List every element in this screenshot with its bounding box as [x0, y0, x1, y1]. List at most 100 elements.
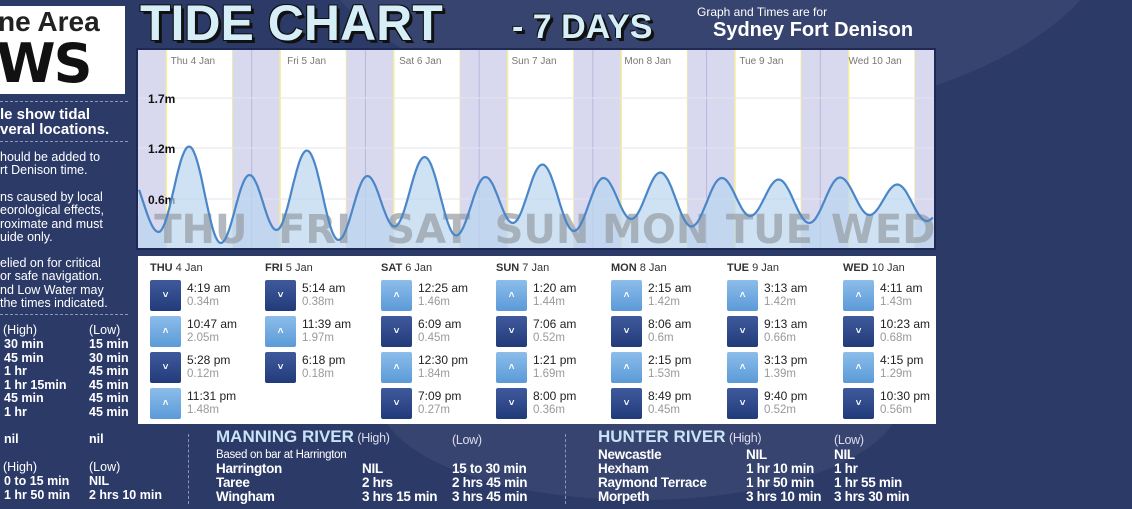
- chevron-down-icon: ˅: [843, 388, 874, 419]
- tide-time: 11:39 am: [302, 317, 352, 331]
- day-name: SUN: [496, 262, 520, 274]
- tide-time: 6:09 am: [418, 317, 462, 331]
- x-day-label: Tue 9 Jan: [739, 56, 783, 67]
- day-header: TUE 9 Jan: [727, 262, 779, 274]
- offset-high: 1 hr: [4, 404, 27, 419]
- tide-time: 4:19 am: [187, 281, 231, 295]
- river-cell: Wingham: [216, 489, 275, 504]
- tide-height: 1.46m: [418, 296, 450, 308]
- day-watermark: SAT: [386, 207, 471, 248]
- logo-line-1: ne Area: [0, 6, 100, 37]
- day-watermark: MON: [602, 207, 709, 248]
- day-name: MON: [611, 262, 637, 274]
- panel-text: roximate and must: [0, 216, 103, 231]
- tide-height: 0.36m: [533, 404, 565, 416]
- tide-time: 1:21 pm: [533, 353, 577, 367]
- chevron-down-icon: ˅: [381, 388, 412, 419]
- day-header: MON 8 Jan: [611, 262, 667, 274]
- chevron-up-icon: ˄: [150, 388, 181, 419]
- tide-time: 10:47 am: [187, 317, 238, 331]
- river-cell: 3 hrs 30 min: [834, 489, 910, 504]
- tide-height: 0.6m: [648, 332, 674, 344]
- divider: [0, 101, 128, 102]
- high-label: (High): [357, 431, 390, 445]
- day-header: SUN 7 Jan: [496, 262, 549, 274]
- river-cell: Taree: [216, 475, 250, 490]
- tide-time: 5:28 pm: [187, 353, 231, 367]
- tide-time: 3:13 pm: [764, 353, 808, 367]
- chevron-up-icon: ˄: [611, 352, 642, 383]
- panel-text: ns caused by local: [0, 190, 103, 204]
- tide-height: 0.52m: [764, 404, 796, 416]
- tide-height: 1.97m: [302, 332, 334, 344]
- tide-height: 1.53m: [648, 368, 680, 380]
- river-cell: Newcastle: [598, 447, 662, 462]
- tide-height: 1.84m: [418, 368, 450, 380]
- tide-height: 1.42m: [648, 296, 680, 308]
- tide-time: 2:15 pm: [648, 353, 692, 367]
- tide-time: 12:30 pm: [418, 353, 469, 367]
- y-tick-label: 0.6m: [148, 193, 175, 207]
- tide-height: 0.38m: [302, 296, 334, 308]
- river-cell: 2 hrs 45 min: [452, 475, 528, 490]
- chevron-up-icon: ˄: [381, 280, 412, 311]
- high-label: (High): [728, 431, 762, 445]
- offset-low: 45 min: [89, 391, 129, 405]
- panel-text: elied on for critical: [0, 256, 101, 270]
- chevron-up-icon: ˄: [611, 280, 642, 311]
- tide-height: 0.56m: [880, 404, 912, 416]
- panel-text: uide only.: [0, 229, 53, 244]
- river-cell: 1 hr 10 min: [746, 461, 814, 476]
- x-day-label: Mon 8 Jan: [624, 56, 671, 67]
- page-title: TIDE CHART: [140, 0, 443, 51]
- tide-height: 1.43m: [880, 296, 912, 308]
- panel-heading: le show tidal: [0, 106, 91, 123]
- tide-time: 3:13 am: [764, 281, 808, 295]
- y-tick-label: 1.7m: [148, 92, 175, 106]
- tide-height: 1.48m: [187, 404, 219, 416]
- chevron-down-icon: ˅: [727, 388, 758, 419]
- tide-time: 7:09 pm: [418, 389, 462, 403]
- logo-line-2: WS: [0, 32, 92, 94]
- offset-low: nil: [89, 432, 104, 446]
- chevron-down-icon: ˅: [496, 316, 527, 347]
- high-label: (High): [3, 460, 38, 474]
- panel-text: the times indicated.: [0, 295, 108, 310]
- chevron-up-icon: ˄: [265, 316, 296, 347]
- chevron-up-icon: ˄: [496, 280, 527, 311]
- river-cell: NIL: [362, 461, 383, 476]
- chevron-down-icon: ˅: [611, 316, 642, 347]
- day-header: THU 4 Jan: [150, 262, 203, 274]
- tide-time: 1:20 am: [533, 281, 577, 295]
- river-cell: 1 hr: [834, 461, 858, 476]
- chevron-up-icon: ˄: [727, 352, 758, 383]
- chevron-down-icon: ˅: [843, 316, 874, 347]
- river-divider: [565, 434, 566, 504]
- tide-height: 0.12m: [187, 368, 219, 380]
- low-label-cell: (Low): [452, 433, 482, 447]
- chevron-up-icon: ˄: [496, 352, 527, 383]
- day-watermark: THU: [154, 207, 247, 248]
- offset-high: 45 min: [4, 350, 44, 365]
- river-cell: Morpeth: [598, 489, 650, 504]
- tide-time: 4:11 am: [880, 281, 923, 295]
- high-label: (High): [3, 323, 38, 337]
- divider: [0, 314, 128, 315]
- tide-time: 7:06 am: [533, 317, 577, 331]
- chevron-up-icon: ˄: [843, 352, 874, 383]
- day-date: 6 Jan: [405, 262, 433, 274]
- tide-height: 2.05m: [187, 332, 219, 344]
- location-caption: Graph and Times are for: [697, 5, 828, 19]
- river-cell: Raymond Terrace: [598, 475, 707, 490]
- river-divider: [188, 434, 189, 504]
- chevron-down-icon: ˅: [496, 388, 527, 419]
- tide-height: 0.34m: [187, 296, 219, 308]
- river-name: HUNTER RIVER: [598, 427, 726, 446]
- chevron-down-icon: ˅: [265, 280, 296, 311]
- y-tick-label: 1.2m: [148, 142, 175, 156]
- river-cell: 1 hr 50 min: [746, 475, 814, 490]
- low-label: (Low): [89, 460, 121, 474]
- divider: [0, 141, 128, 142]
- tide-time: 5:14 am: [302, 281, 346, 295]
- x-day-label: Sun 7 Jan: [511, 56, 556, 67]
